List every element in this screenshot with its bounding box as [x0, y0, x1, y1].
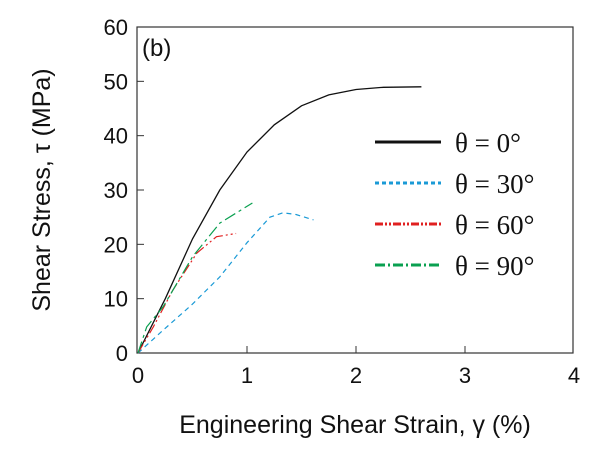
- y-tick-label: 50: [104, 69, 128, 94]
- series-line-2: [137, 232, 237, 354]
- x-tick-label: 2: [350, 363, 362, 388]
- y-tick-label: 20: [104, 232, 128, 257]
- y-tick-label: 60: [104, 15, 128, 40]
- series-line-0: [137, 86, 422, 354]
- series-line-1: [137, 212, 314, 354]
- y-tick-label: 40: [104, 124, 128, 149]
- y-tick-label: 10: [104, 287, 128, 312]
- x-tick-label: 0: [132, 363, 144, 388]
- y-axis-label: Shear Stress, τ (MPa): [28, 68, 56, 311]
- x-tick-label: 4: [568, 363, 580, 388]
- y-tick-label: 0: [116, 341, 128, 366]
- legend-label-1: θ = 30°: [455, 169, 534, 199]
- x-tick-label: 3: [459, 363, 471, 388]
- x-tick-label: 1: [241, 363, 253, 388]
- series-line-3: [137, 202, 253, 354]
- legend-label-3: θ = 90°: [455, 251, 534, 281]
- y-tick-label: 30: [104, 178, 128, 203]
- legend-label-2: θ = 60°: [455, 210, 534, 240]
- x-axis-label: Engineering Shear Strain, γ (%): [179, 411, 531, 439]
- legend-label-0: θ = 0°: [455, 128, 521, 158]
- panel-label: (b): [142, 35, 171, 62]
